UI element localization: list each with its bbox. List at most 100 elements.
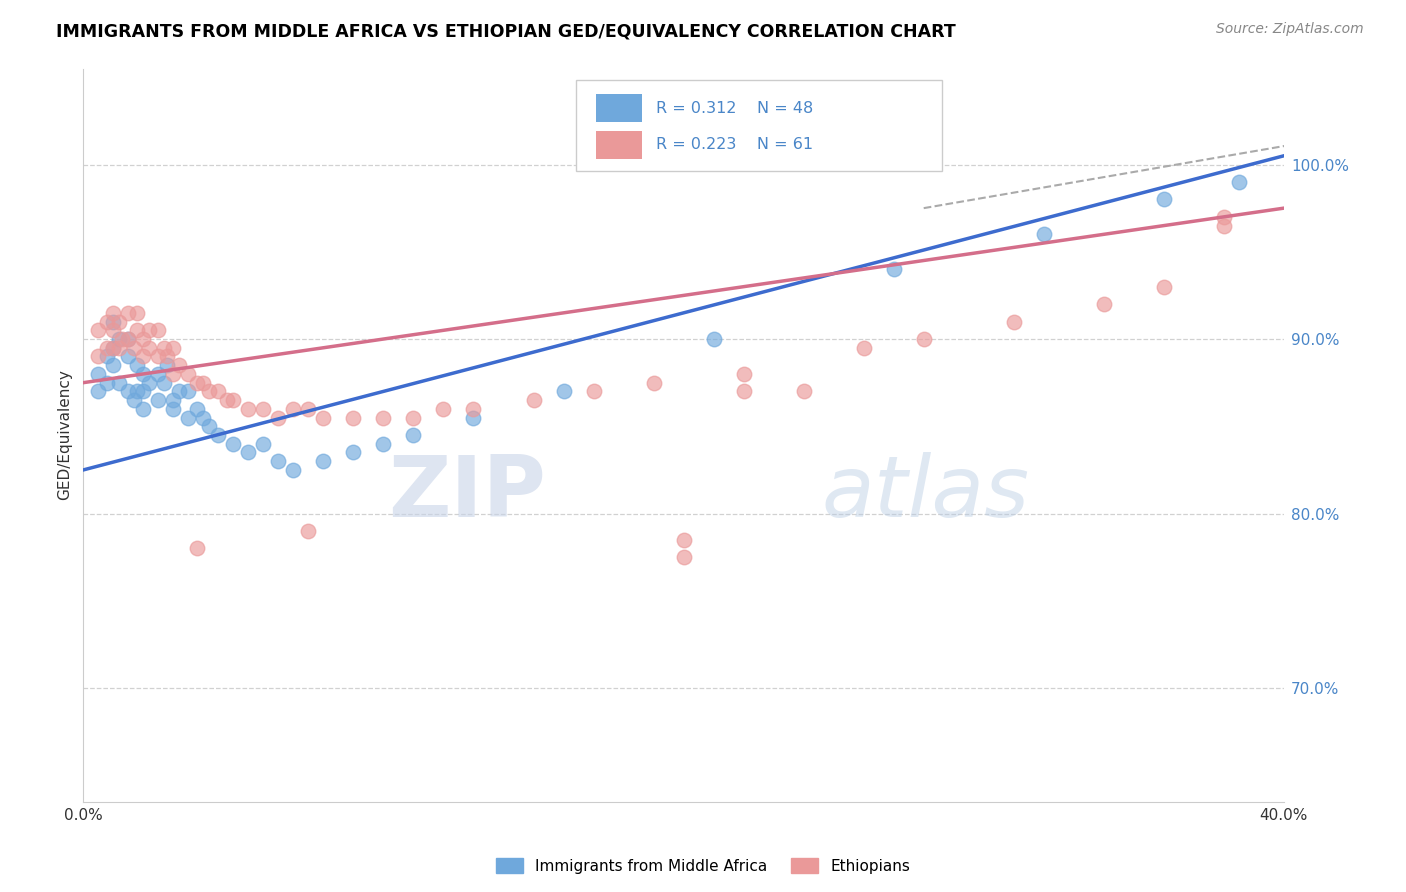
Point [193, 376, 215, 390]
Point [162, 367, 184, 381]
Point [283, 401, 305, 416]
Point [553, 384, 575, 399]
Point [87, 384, 110, 399]
Point [703, 332, 725, 346]
Point [267, 454, 290, 468]
Point [138, 341, 160, 355]
Point [177, 367, 200, 381]
Point [148, 393, 170, 408]
Point [463, 410, 485, 425]
Point [162, 401, 184, 416]
Point [186, 541, 208, 556]
Point [87, 367, 110, 381]
Point [193, 410, 215, 425]
Point [169, 358, 191, 372]
Point [373, 436, 395, 450]
Point [672, 550, 695, 565]
Point [96, 315, 118, 329]
Point [312, 454, 335, 468]
Point [297, 401, 319, 416]
Point [96, 341, 118, 355]
Bar [596, 131, 641, 159]
Point [342, 410, 364, 425]
Point [103, 315, 125, 329]
Point [162, 341, 184, 355]
Point [117, 306, 139, 320]
Point [127, 323, 149, 337]
Point [138, 376, 160, 390]
Point [522, 393, 544, 408]
Point [111, 332, 134, 346]
Text: ZIP: ZIP [388, 452, 546, 535]
Point [132, 384, 155, 399]
Point [1212, 219, 1234, 233]
Point [1002, 315, 1025, 329]
Point [124, 341, 146, 355]
Point [169, 384, 191, 399]
Point [132, 350, 155, 364]
Point [177, 410, 200, 425]
Point [127, 384, 149, 399]
Point [297, 524, 319, 538]
Y-axis label: GED/Equivalency: GED/Equivalency [58, 369, 72, 500]
Point [1153, 279, 1175, 293]
Point [198, 419, 221, 434]
Point [162, 393, 184, 408]
Point [463, 401, 485, 416]
Point [252, 401, 274, 416]
Point [186, 401, 208, 416]
Point [132, 332, 155, 346]
Point [252, 436, 274, 450]
Point [207, 428, 229, 442]
Point [432, 401, 454, 416]
Point [127, 306, 149, 320]
Point [198, 384, 221, 399]
Point [87, 323, 110, 337]
Point [96, 376, 118, 390]
Point [153, 341, 176, 355]
Point [852, 341, 875, 355]
Point [283, 463, 305, 477]
Point [373, 410, 395, 425]
Point [117, 332, 139, 346]
Point [156, 358, 179, 372]
Point [1092, 297, 1115, 311]
Point [217, 393, 239, 408]
Point [132, 367, 155, 381]
Point [1153, 193, 1175, 207]
Point [87, 350, 110, 364]
Point [177, 384, 200, 399]
Point [672, 533, 695, 547]
Point [582, 384, 605, 399]
Point [153, 376, 176, 390]
Point [108, 315, 131, 329]
Point [108, 341, 131, 355]
Point [1227, 175, 1250, 189]
Point [342, 445, 364, 459]
Bar [596, 95, 641, 122]
Point [733, 384, 755, 399]
Point [267, 410, 290, 425]
Point [117, 332, 139, 346]
Point [186, 376, 208, 390]
Point [312, 410, 335, 425]
Point [117, 384, 139, 399]
Point [207, 384, 229, 399]
Point [103, 358, 125, 372]
Point [108, 376, 131, 390]
Text: R = 0.312    N = 48: R = 0.312 N = 48 [657, 101, 813, 116]
Point [912, 332, 935, 346]
Point [103, 323, 125, 337]
Point [222, 393, 245, 408]
Point [402, 428, 425, 442]
Point [883, 262, 905, 277]
Point [643, 376, 665, 390]
Point [402, 410, 425, 425]
Point [108, 332, 131, 346]
Point [117, 350, 139, 364]
Point [124, 393, 146, 408]
Point [103, 341, 125, 355]
Text: atlas: atlas [821, 452, 1029, 535]
Point [127, 358, 149, 372]
Legend: Immigrants from Middle Africa, Ethiopians: Immigrants from Middle Africa, Ethiopian… [489, 852, 917, 880]
